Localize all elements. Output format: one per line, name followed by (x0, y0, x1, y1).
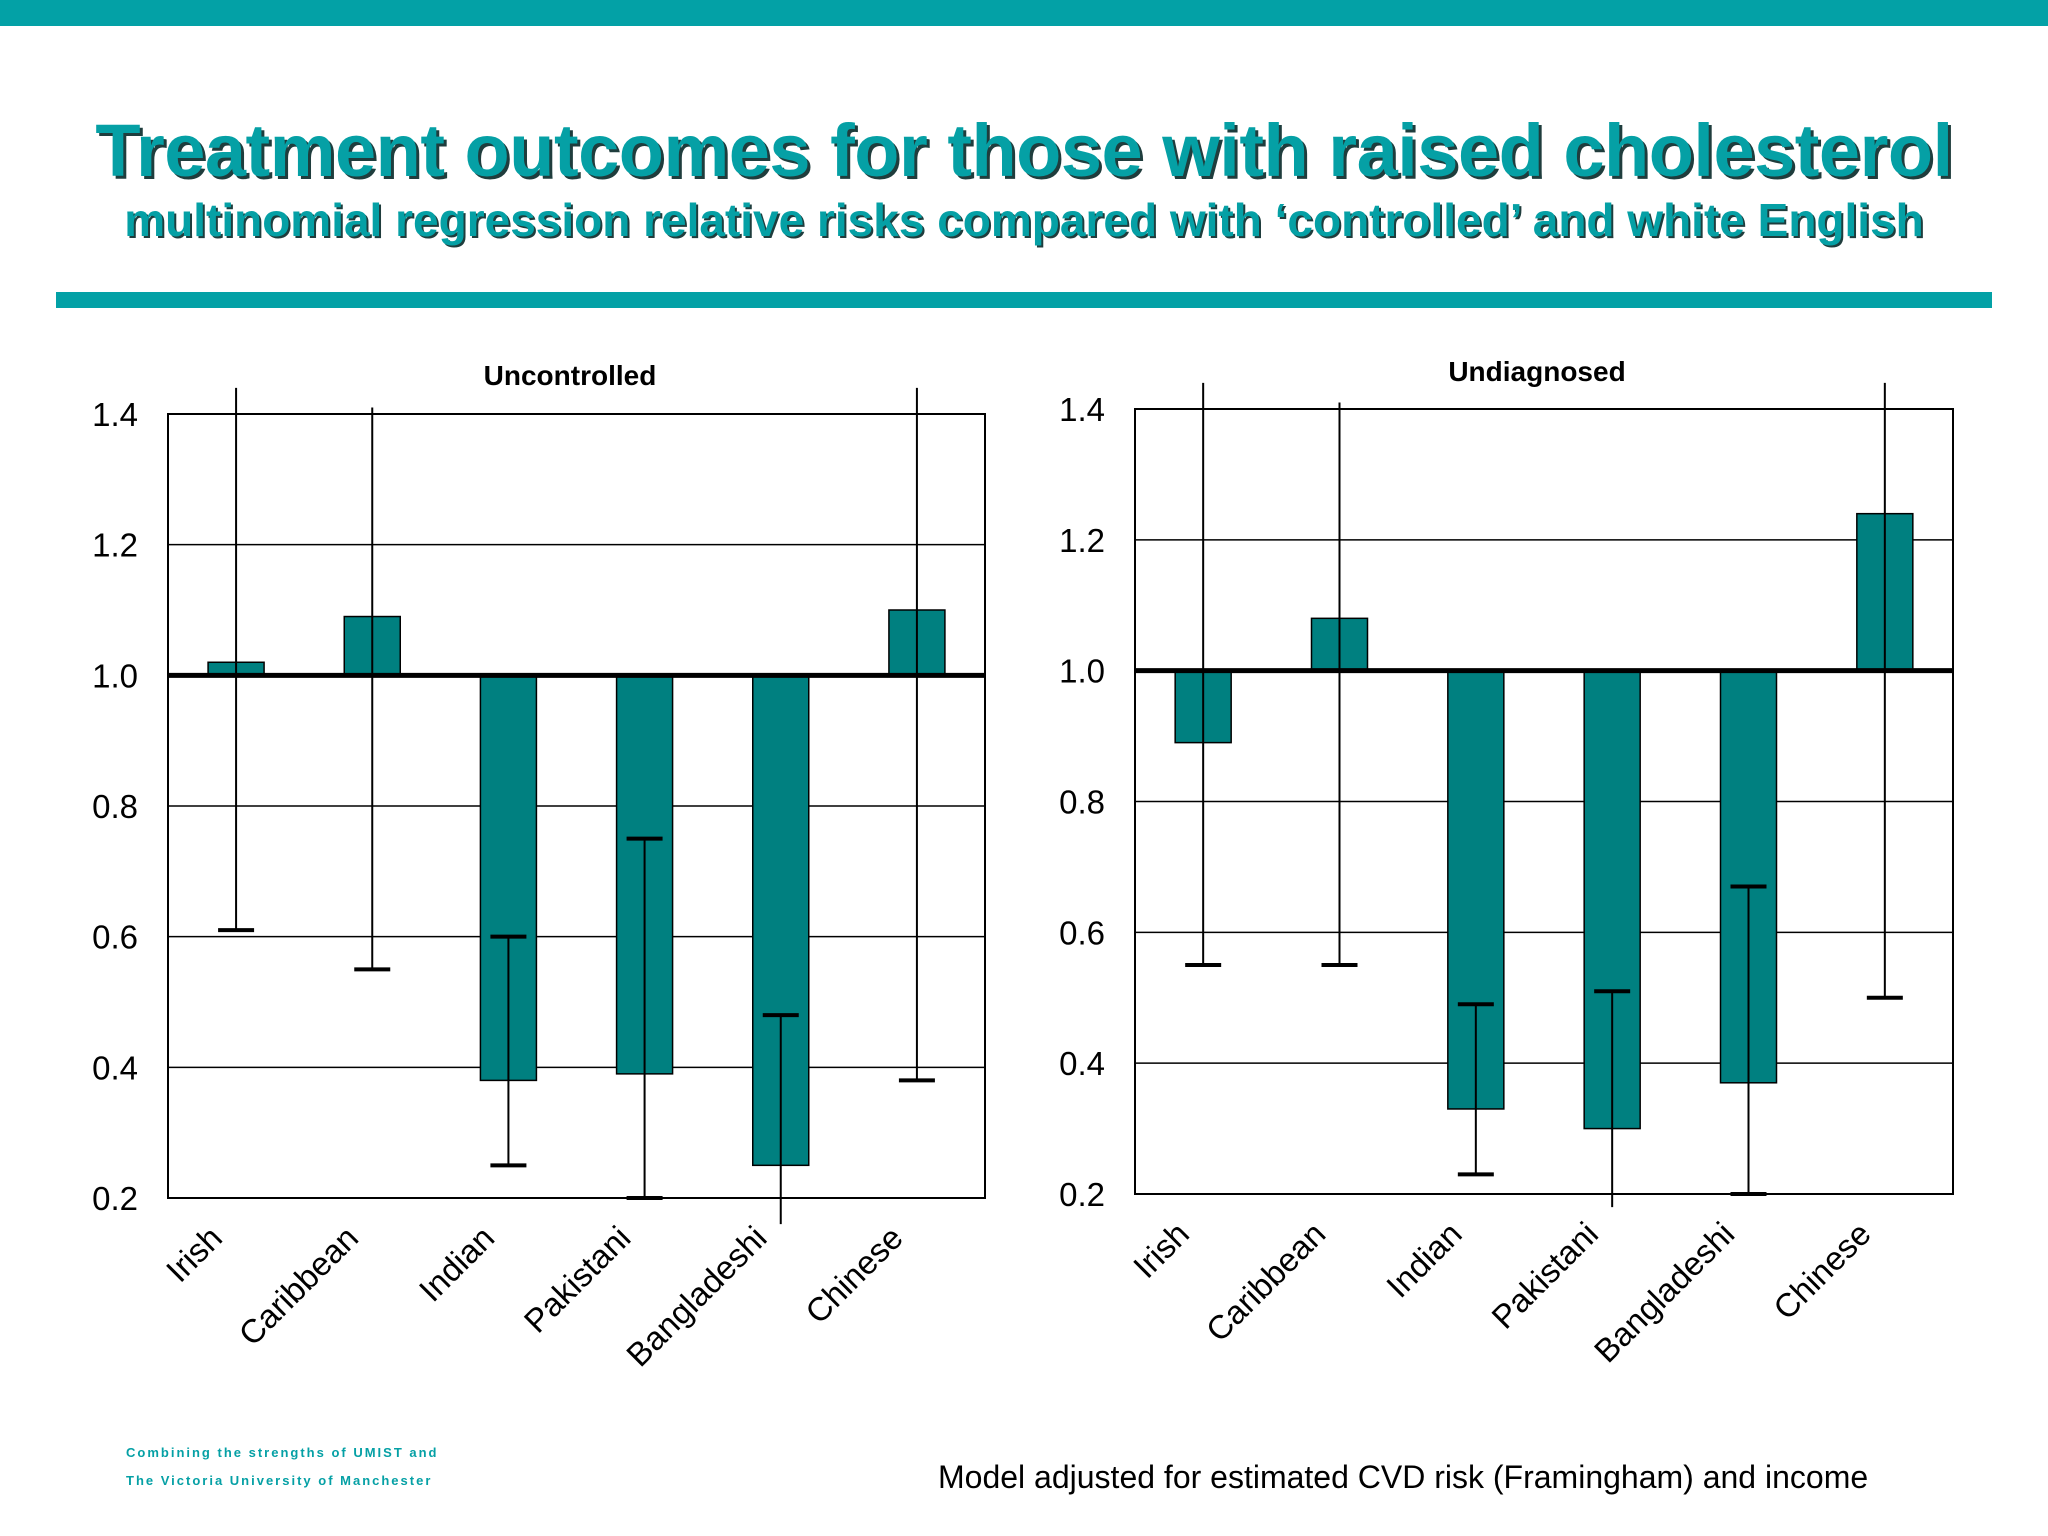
x-tick-label: Caribbean (1199, 1215, 1333, 1349)
x-tick-label: Irish (1126, 1215, 1196, 1285)
y-tick-label: 0.6 (92, 919, 138, 956)
logo-line-2: The Victoria University of Manchester (126, 1473, 433, 1488)
y-tick-label: 0.2 (1059, 1176, 1105, 1213)
y-tick-label: 0.8 (92, 788, 138, 825)
y-tick-label: 1.2 (92, 527, 138, 564)
x-tick-label: Pakistani (517, 1219, 638, 1340)
y-tick-label: 0.8 (1059, 784, 1105, 821)
y-tick-label: 1.0 (92, 657, 138, 694)
y-tick-label: 0.4 (92, 1049, 138, 1086)
title-divider (56, 292, 1992, 308)
top-accent-bar (0, 0, 2048, 26)
x-tick-label: Pakistani (1484, 1215, 1605, 1336)
x-tick-label: Chinese (1766, 1215, 1878, 1327)
plot-frame (1134, 408, 1954, 1195)
x-tick-label: Chinese (798, 1219, 910, 1331)
plot-frame (167, 413, 986, 1199)
y-tick-label: 0.4 (1059, 1045, 1105, 1082)
chart-uncontrolled: Uncontrolled 0.2 0.4 0.6 0.8 1.0 1.2 1.4 Irish Ca… (92, 360, 986, 1374)
x-tick-label: Indian (412, 1219, 502, 1309)
slide-subtitle: multinomial regression relative risks co… (124, 194, 1924, 246)
chart-title: Undiagnosed (1448, 356, 1625, 387)
chart-undiagnosed: Undiagnosed 0.2 0.4 0.6 0.8 1.0 1.2 1.4 Irish Car… (1059, 356, 1954, 1370)
x-tick-label: Caribbean (231, 1219, 365, 1353)
y-tick-label: 1.2 (1059, 522, 1105, 559)
x-tick-label: Irish (159, 1219, 229, 1289)
logo-line-1: Combining the strengths of UMIST and (126, 1445, 439, 1460)
x-tick-label: Bangladeshi (1587, 1215, 1742, 1370)
y-tick-label: 1.4 (1059, 391, 1105, 428)
x-tick-label: Bangladeshi (619, 1219, 774, 1374)
slide-title: Treatment outcomes for those with raised… (95, 109, 1953, 192)
x-tick-label: Indian (1379, 1215, 1469, 1305)
y-tick-label: 0.2 (92, 1180, 138, 1217)
y-tick-label: 1.4 (92, 396, 138, 433)
footnote: Model adjusted for estimated CVD risk (F… (938, 1459, 1869, 1495)
y-tick-label: 0.6 (1059, 914, 1105, 951)
y-tick-label: 1.0 (1059, 653, 1105, 690)
chart-title: Uncontrolled (484, 360, 657, 391)
